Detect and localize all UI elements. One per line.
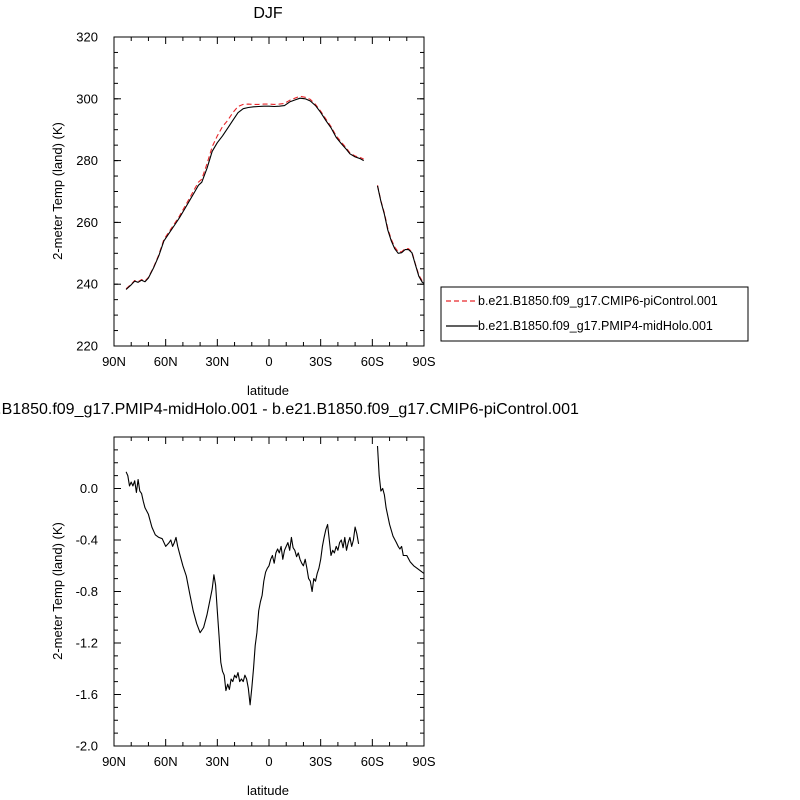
x-axis-label: latitude: [247, 783, 289, 798]
x-tick-label: 60N: [154, 354, 178, 369]
x-tick-label: 0: [265, 354, 272, 369]
y-tick-label: -1.6: [76, 687, 98, 702]
chart-title: DJF: [253, 5, 283, 22]
series-line-0-segment-0: [125, 471, 360, 706]
legend-label-midholo: b.e21.B1850.f09_g17.PMIP4-midHolo.001: [478, 319, 713, 333]
series-line-1-segment-1: [376, 185, 425, 284]
x-tick-label: 30N: [205, 754, 229, 769]
y-axis-label: 2-meter Temp (land) (K): [50, 522, 65, 660]
x-tick-label: 30S: [309, 754, 332, 769]
panel-top: DJF 90N 60N 30N 0 30S 60S 90S 220 240 260 280 300 32…: [50, 5, 749, 398]
x-axis-label: latitude: [247, 383, 289, 398]
series-line-0-segment-1: [376, 185, 425, 284]
x-tick-label: 90N: [102, 754, 126, 769]
legend-label-picontrol: b.e21.B1850.f09_g17.CMIP6-piControl.001: [478, 294, 718, 308]
y-tick-label: 220: [76, 339, 98, 354]
y-tick-label: -0.4: [76, 533, 98, 548]
series-line-1-segment-0: [125, 97, 364, 290]
y-tick-label: 0.0: [80, 481, 98, 496]
series-group: [125, 95, 425, 290]
axis-ticks: 90N 60N 30N 0 30S 60S 90S 220 240 260 280 300 320: [76, 30, 436, 370]
y-tick-label: 240: [76, 277, 98, 292]
series-group: [125, 445, 425, 706]
x-tick-label: 90N: [102, 354, 126, 369]
x-tick-label: 90S: [412, 754, 435, 769]
series-line-0-segment-0: [125, 95, 364, 290]
y-tick-label: -0.8: [76, 584, 98, 599]
y-axis-label: 2-meter Temp (land) (K): [50, 122, 65, 260]
y-tick-label: -2.0: [76, 739, 98, 754]
x-tick-label: 0: [265, 754, 272, 769]
legend-box: [440, 286, 749, 342]
y-tick-label: -1.2: [76, 636, 98, 651]
x-tick-label: 90S: [412, 354, 435, 369]
y-tick-label: 320: [76, 30, 98, 45]
plot-frame: [113, 436, 425, 747]
x-tick-label: 30N: [205, 354, 229, 369]
axis-ticks: 90N 60N 30N 0 30S 60S 90S -2.0 -1.6 -1.2 -0.8 -0.4 0…: [76, 436, 436, 769]
series-line-0-segment-1: [376, 445, 425, 574]
panel-bottom: b.e21.B1850.f09_g17.PMIP4-midHolo.001 - …: [0, 401, 579, 798]
y-tick-label: 300: [76, 91, 98, 106]
x-tick-label: 60S: [361, 354, 384, 369]
legend: b.e21.B1850.f09_g17.CMIP6-piControl.001 …: [440, 286, 749, 342]
plot-frame: [113, 36, 425, 347]
x-tick-label: 60S: [361, 754, 384, 769]
y-tick-label: 280: [76, 153, 98, 168]
x-tick-label: 60N: [154, 754, 178, 769]
x-tick-label: 30S: [309, 354, 332, 369]
chart-title-difference: b.e21.B1850.f09_g17.PMIP4-midHolo.001 - …: [0, 401, 579, 418]
y-tick-label: 260: [76, 215, 98, 230]
